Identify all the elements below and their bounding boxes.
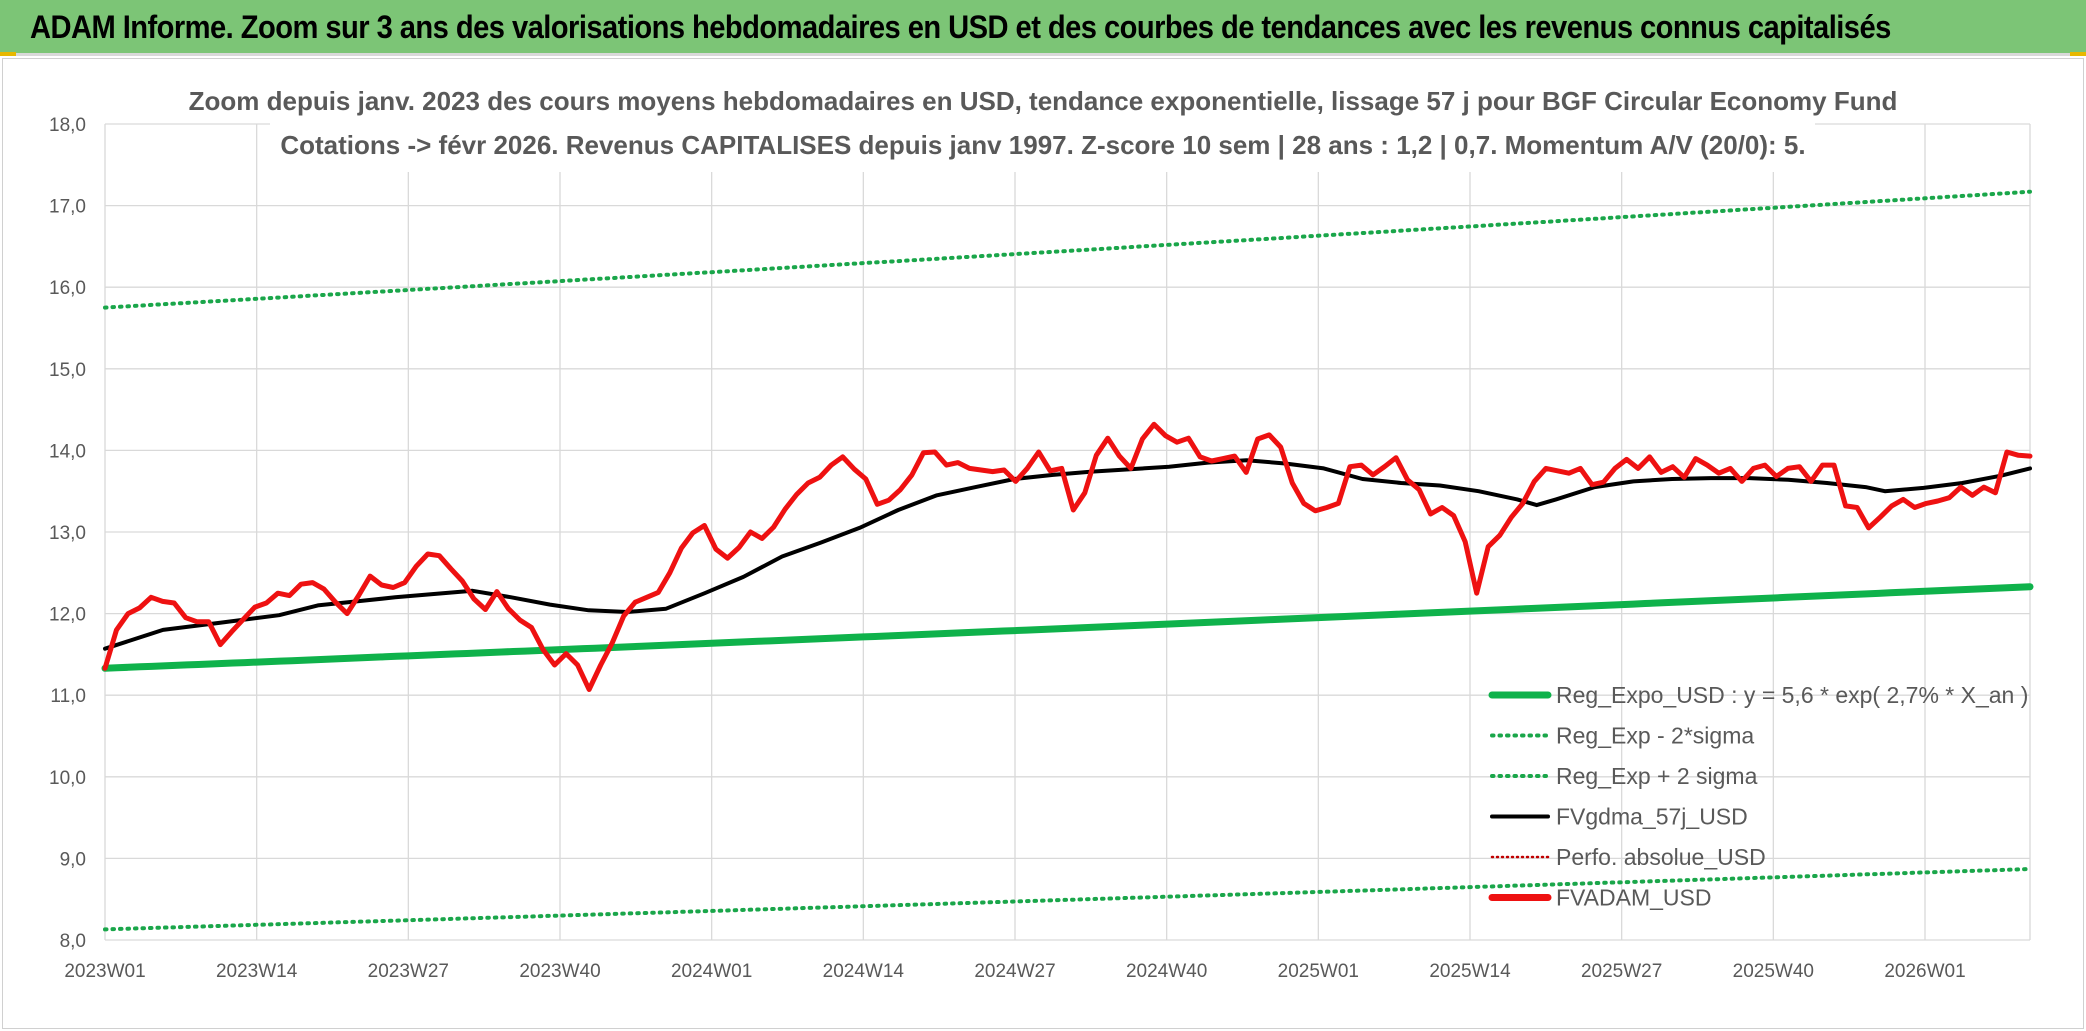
- y-tick-label: 13,0: [49, 523, 86, 544]
- plot-frame: [2, 58, 2084, 1029]
- grid-layer: 8,0 9,0 10,0 11,0 12,0 13,0 14,0 15,0 16,0 17,0 18…: [49, 115, 2031, 982]
- y-tick-label: 18,0: [49, 115, 86, 136]
- y-tick-label: 11,0: [50, 686, 86, 707]
- series-reg-exp-plus-2-sigma: [103, 189, 2032, 310]
- y-tick-label: 10,0: [49, 768, 86, 789]
- y-tick-label: 15,0: [49, 360, 86, 381]
- series-reg-expo-usd: [101, 583, 2034, 672]
- x-tick-label: 2024W27: [974, 961, 1055, 982]
- legend: Reg_Expo_USD : y = 5,6 * exp( 2,7% * X_a…: [1488, 682, 2028, 911]
- title-layer: Zoom depuis janv. 2023 des cours moyens …: [189, 82, 1898, 172]
- legend-label: Perfo. absolue_USD: [1556, 844, 1766, 870]
- series-layer: [101, 189, 2034, 932]
- header-banner: ADAM Informe. Zoom sur 3 ans des valoris…: [0, 0, 2086, 56]
- banner-accent-right: [2070, 52, 2086, 56]
- series-fvadam-usd: [102, 421, 2033, 692]
- chart-title: Zoom depuis janv. 2023 des cours moyens …: [189, 86, 1898, 116]
- y-tick-label: 14,0: [49, 441, 86, 462]
- y-tick-label: 12,0: [49, 605, 86, 626]
- x-tick-label: 2025W27: [1581, 961, 1662, 982]
- y-tick-label: 9,0: [60, 849, 86, 870]
- title-backdrop: [270, 82, 1815, 172]
- x-tick-label: 2023W01: [64, 961, 145, 982]
- report-title: ADAM Informe. Zoom sur 3 ans des valoris…: [30, 9, 1891, 45]
- y-tick-label: 16,0: [49, 278, 86, 299]
- x-tick-label: 2025W14: [1429, 961, 1511, 982]
- x-tick-label: 2023W40: [519, 961, 600, 982]
- y-tick-label: 8,0: [60, 931, 86, 952]
- x-tick-label: 2026W01: [1884, 961, 1965, 982]
- x-tick-label: 2023W27: [368, 961, 449, 982]
- x-tick-label: 2024W14: [823, 961, 905, 982]
- legend-label: Reg_Exp - 2*sigma: [1556, 723, 1754, 749]
- legend-label: Reg_Expo_USD : y = 5,6 * exp( 2,7% * X_a…: [1556, 682, 2028, 708]
- legend-label: FVADAM_USD: [1556, 885, 1712, 911]
- x-tick-label: 2024W01: [671, 961, 752, 982]
- x-tick-label: 2024W40: [1126, 961, 1207, 982]
- legend-label: Reg_Exp + 2 sigma: [1556, 763, 1758, 789]
- x-tick-label: 2025W40: [1733, 961, 1814, 982]
- banner-accent-left: [0, 52, 16, 56]
- x-tick-label: 2023W14: [216, 961, 298, 982]
- series-reg-exp-minus-2-sigma: [103, 867, 2032, 932]
- chart-subtitle: Cotations -> févr 2026. Revenus CAPITALI…: [280, 130, 1805, 160]
- legend-label: FVgdma_57j_USD: [1556, 804, 1748, 830]
- y-tick-label: 17,0: [49, 197, 86, 218]
- x-tick-label: 2025W01: [1278, 961, 1359, 982]
